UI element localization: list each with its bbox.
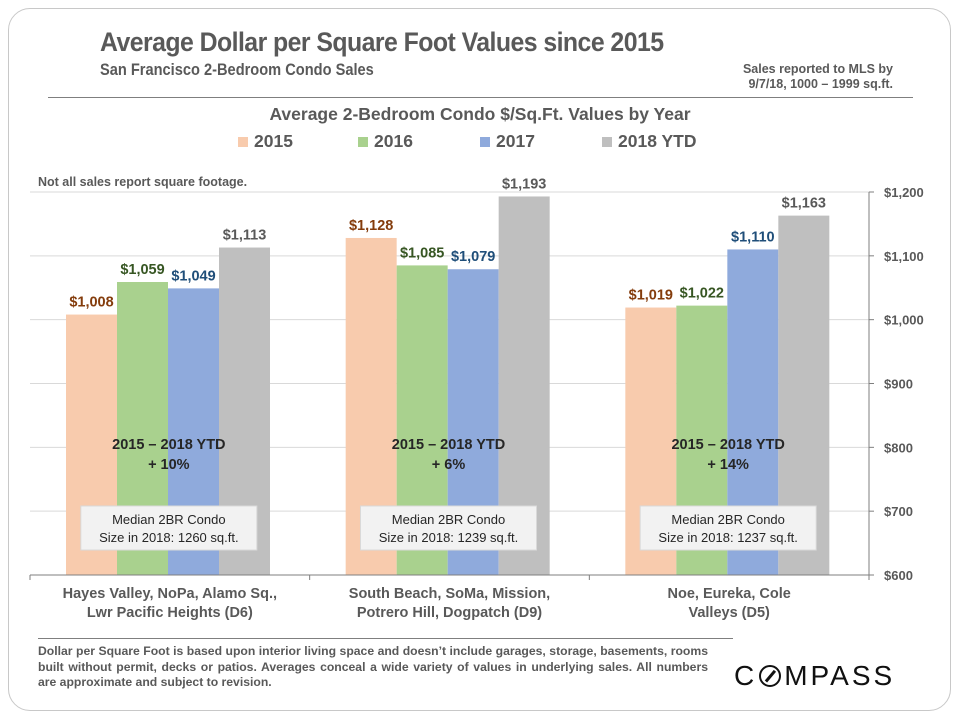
change-annotation-line2: + 14%	[707, 457, 749, 473]
data-label: $1,193	[502, 176, 546, 192]
change-annotation-line1: 2015 – 2018 YTD	[671, 437, 784, 453]
compass-logo: C MPASS	[734, 660, 895, 692]
change-annotation-line2: + 10%	[148, 457, 190, 473]
square-footage-note: Not all sales report square footage.	[38, 175, 248, 189]
header-divider	[48, 97, 913, 98]
category-label: South Beach, SoMa, Mission,	[349, 586, 550, 602]
legend-swatch-2016	[358, 136, 368, 147]
category-label: Lwr Pacific Heights (D6)	[87, 605, 253, 621]
data-label: $1,085	[400, 245, 444, 261]
footer-divider	[38, 638, 733, 639]
y-tick-label: $1,200	[884, 185, 924, 200]
legend-label: 2018 YTD	[618, 131, 697, 151]
median-size-box	[80, 505, 258, 551]
y-tick-label: $600	[884, 568, 913, 583]
median-size-line2: Size in 2018: 1260 sq.ft.	[99, 530, 238, 545]
median-size-line2: Size in 2018: 1239 sq.ft.	[379, 530, 518, 545]
slide-frame	[8, 8, 951, 711]
data-label: $1,059	[120, 262, 164, 278]
legend-swatch-2018-ytd	[602, 136, 612, 147]
logo-text-c: C	[734, 660, 758, 691]
median-size-line1: Median 2BR Condo	[392, 512, 505, 527]
chart-title: Average 2-Bedroom Condo $/Sq.Ft. Values …	[269, 104, 691, 124]
legend-item-2016: 2016	[358, 131, 413, 152]
median-size-box	[360, 505, 537, 551]
legend-item-2018-ytd: 2018 YTD	[602, 131, 696, 152]
category-label: Hayes Valley, NoPa, Alamo Sq.,	[63, 586, 277, 602]
data-label: $1,022	[680, 286, 724, 302]
mls-note-line2: 9/7/18, 1000 – 1999 sq.ft.	[748, 77, 893, 91]
data-label: $1,110	[731, 229, 775, 245]
median-size-box	[639, 505, 817, 551]
data-label: $1,128	[349, 218, 393, 234]
data-label: $1,049	[171, 268, 215, 284]
mls-note-line1: Sales reported to MLS by	[742, 62, 893, 76]
legend-label: 2015	[254, 131, 293, 151]
compass-o-icon	[759, 665, 782, 687]
chart-legend: 2015 2016 2017 2018 YTD	[238, 131, 718, 153]
change-annotation-line1: 2015 – 2018 YTD	[392, 437, 505, 453]
data-label: $1,163	[782, 196, 826, 212]
mls-note: Sales reported to MLS by 9/7/18, 1000 – …	[693, 62, 893, 92]
y-tick-label: $700	[884, 504, 913, 519]
legend-item-2017: 2017	[480, 131, 535, 152]
category-label: Noe, Eureka, Cole	[668, 586, 791, 602]
page-subtitle: San Francisco 2-Bedroom Condo Sales	[100, 60, 374, 79]
category-label: Valleys (D5)	[688, 605, 770, 621]
y-tick-label: $900	[884, 377, 913, 392]
median-size-line1: Median 2BR Condo	[671, 512, 784, 527]
legend-item-2015: 2015	[238, 131, 293, 152]
change-annotation-line2: + 6%	[432, 457, 466, 473]
change-annotation-line1: 2015 – 2018 YTD	[112, 437, 225, 453]
legend-label: 2016	[374, 131, 413, 151]
legend-swatch-2017	[480, 136, 490, 147]
page-title: Average Dollar per Square Foot Values si…	[100, 27, 664, 57]
data-label: $1,079	[451, 249, 495, 265]
legend-swatch-2015	[238, 136, 248, 147]
y-tick-label: $1,100	[884, 249, 924, 264]
y-tick-label: $1,000	[884, 313, 924, 328]
data-label: $1,113	[223, 228, 267, 244]
median-size-line2: Size in 2018: 1237 sq.ft.	[658, 530, 797, 545]
logo-text-rest: MPASS	[784, 660, 896, 691]
category-label: Potrero Hill, Dogpatch (D9)	[357, 605, 542, 621]
y-tick-label: $800	[884, 440, 913, 455]
data-label: $1,019	[629, 288, 673, 304]
data-label: $1,008	[69, 295, 113, 311]
median-size-line1: Median 2BR Condo	[112, 512, 225, 527]
legend-label: 2017	[496, 131, 535, 151]
footnote: Dollar per Square Foot is based upon int…	[38, 644, 708, 689]
